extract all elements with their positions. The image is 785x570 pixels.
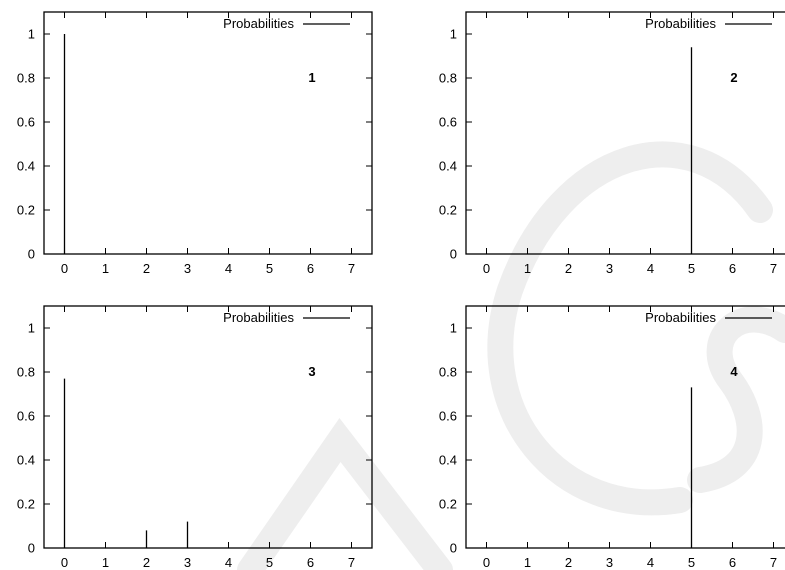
x-tick-label: 6 (729, 555, 736, 570)
y-tick-label: 0.6 (17, 409, 35, 424)
x-tick-label: 5 (688, 261, 695, 276)
y-tick-label: 0.6 (439, 409, 457, 424)
y-tick-label: 0.4 (439, 453, 457, 468)
y-tick-label: 0 (28, 541, 35, 556)
x-tick-label: 2 (565, 555, 572, 570)
x-tick-label: 4 (225, 555, 232, 570)
x-tick-label: 0 (61, 555, 68, 570)
chart-panel-3: 0 0.2 0.4 0.6 0.8 1 0 1 2 3 4 5 6 7 Probabilities 3 (17, 305, 373, 570)
x-tick-label: 6 (307, 261, 314, 276)
plot-frame (465, 11, 785, 255)
y-tick-label: 0.8 (439, 71, 457, 86)
x-tick-label: 2 (565, 261, 572, 276)
y-tick-label: 0.8 (17, 365, 35, 380)
legend-label: Probabilities (645, 310, 716, 325)
x-tick-label: 1 (524, 261, 531, 276)
x-tick-label: 0 (483, 261, 490, 276)
panel-number-label: 3 (308, 364, 315, 379)
y-tick-label: 1 (450, 321, 457, 336)
x-tick-label: 4 (225, 261, 232, 276)
y-tick-label: 0.6 (439, 115, 457, 130)
x-tick-label: 3 (184, 555, 191, 570)
chart-panel-4: 0 0.2 0.4 0.6 0.8 1 0 1 2 3 4 5 6 7 Probabilities 4 (439, 305, 785, 570)
x-tick-label: 3 (184, 261, 191, 276)
x-tick-label: 1 (102, 555, 109, 570)
y-tick-label: 0 (28, 247, 35, 262)
y-tick-label: 0.2 (439, 497, 457, 512)
x-tick-label: 4 (647, 261, 654, 276)
x-tick-label: 1 (102, 261, 109, 276)
y-tick-label: 0.2 (439, 203, 457, 218)
x-tick-label: 7 (770, 555, 777, 570)
y-tick-label: 1 (28, 321, 35, 336)
chart-panels: 0 0.2 0.4 0.6 0.8 1 0 1 2 3 4 5 6 7 Probabilities 1 0 0.2… (17, 11, 785, 570)
y-tick-label: 0 (450, 247, 457, 262)
x-tick-label: 7 (348, 261, 355, 276)
x-tick-label: 5 (266, 261, 273, 276)
plot-frame (43, 305, 373, 549)
x-tick-label: 1 (524, 555, 531, 570)
y-tick-label: 0.4 (17, 159, 35, 174)
y-tick-label: 0.8 (17, 71, 35, 86)
plot-frame (465, 305, 785, 549)
watermark (237, 141, 785, 570)
y-tick-label: 0.4 (439, 159, 457, 174)
y-tick-label: 0.8 (439, 365, 457, 380)
x-tick-label: 3 (606, 261, 613, 276)
x-tick-label: 7 (770, 261, 777, 276)
legend-label: Probabilities (223, 310, 294, 325)
x-tick-label: 3 (606, 555, 613, 570)
panel-number-label: 1 (308, 70, 315, 85)
x-tick-label: 0 (483, 555, 490, 570)
x-tick-label: 4 (647, 555, 654, 570)
y-tick-label: 0.2 (17, 203, 35, 218)
chart-panel-1: 0 0.2 0.4 0.6 0.8 1 0 1 2 3 4 5 6 7 Probabilities 1 (17, 11, 373, 276)
x-tick-label: 5 (266, 555, 273, 570)
x-tick-label: 2 (143, 555, 150, 570)
y-tick-label: 0.6 (17, 115, 35, 130)
panel-number-label: 2 (730, 70, 737, 85)
y-tick-label: 1 (450, 27, 457, 42)
x-tick-label: 7 (348, 555, 355, 570)
y-tick-label: 0 (450, 541, 457, 556)
legend-label: Probabilities (223, 16, 294, 31)
x-tick-label: 0 (61, 261, 68, 276)
x-tick-label: 6 (729, 261, 736, 276)
y-tick-label: 0.4 (17, 453, 35, 468)
x-tick-label: 6 (307, 555, 314, 570)
y-tick-label: 0.2 (17, 497, 35, 512)
panel-number-label: 4 (730, 364, 738, 379)
plot-frame (43, 11, 373, 255)
x-tick-label: 5 (688, 555, 695, 570)
x-tick-label: 2 (143, 261, 150, 276)
y-tick-label: 1 (28, 27, 35, 42)
chart-panel-2: 0 0.2 0.4 0.6 0.8 1 0 1 2 3 4 5 6 7 Probabilities 2 (439, 11, 785, 276)
legend-label: Probabilities (645, 16, 716, 31)
